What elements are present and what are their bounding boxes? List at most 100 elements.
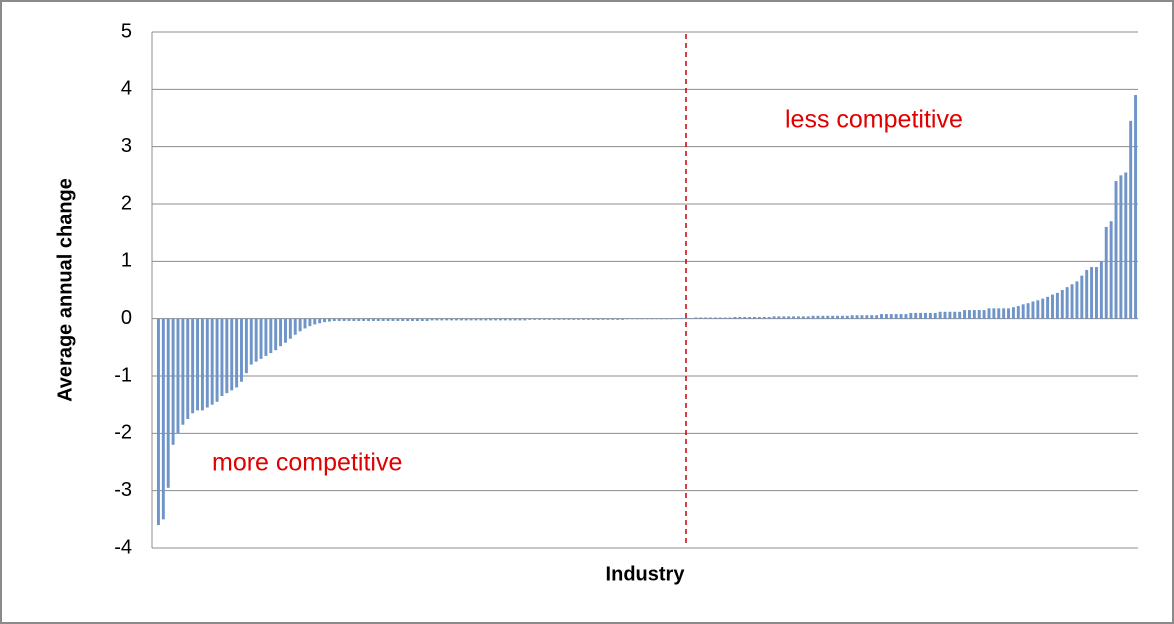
y-tick-label: -1 <box>114 364 132 386</box>
bar <box>1075 281 1079 319</box>
bar <box>562 318 566 320</box>
bar <box>259 318 263 359</box>
bar <box>1041 298 1045 319</box>
bar <box>596 318 600 320</box>
bar <box>1134 95 1138 319</box>
bar <box>894 314 898 319</box>
bar <box>440 318 444 321</box>
bar <box>1007 308 1010 319</box>
bar <box>332 318 336 321</box>
bar <box>992 308 996 319</box>
bar <box>367 318 370 321</box>
bar <box>777 316 781 319</box>
bar <box>391 318 395 321</box>
bar <box>567 318 571 320</box>
bar <box>865 315 869 319</box>
bar <box>845 315 849 319</box>
y-tick-label: -4 <box>114 536 132 558</box>
bar <box>972 310 976 319</box>
bar <box>806 316 810 319</box>
bar <box>591 318 595 320</box>
bar <box>762 316 766 319</box>
bar <box>552 318 556 320</box>
bar <box>948 311 952 319</box>
bar <box>323 318 327 323</box>
bar <box>855 315 859 319</box>
x-axis-label: Industry <box>606 563 686 585</box>
bar <box>1124 172 1128 319</box>
bar <box>254 318 258 362</box>
bar <box>1065 287 1069 319</box>
bar <box>181 318 185 425</box>
bar <box>709 317 712 319</box>
bar <box>274 318 278 351</box>
bar <box>757 316 761 319</box>
bar <box>904 314 908 319</box>
bar <box>464 318 468 321</box>
bar <box>792 316 796 319</box>
bar <box>420 318 424 321</box>
bar <box>748 316 752 319</box>
bar <box>279 318 283 347</box>
bar <box>924 312 927 319</box>
bar <box>953 311 957 319</box>
y-tick-label: 0 <box>121 307 132 329</box>
bar <box>538 318 541 320</box>
bar <box>264 318 268 356</box>
bar <box>298 318 302 332</box>
bar <box>943 311 947 319</box>
bar <box>1060 290 1064 319</box>
bar <box>225 318 229 394</box>
bar <box>161 318 165 520</box>
bar <box>176 318 180 434</box>
bar <box>196 318 199 411</box>
bar <box>967 310 971 319</box>
bar <box>743 316 747 319</box>
bar <box>782 316 786 319</box>
bar <box>831 315 835 319</box>
bar <box>821 315 825 319</box>
bar <box>669 318 673 320</box>
bar <box>704 317 708 319</box>
y-tick-label: 4 <box>121 78 132 100</box>
bar <box>958 311 962 319</box>
bar <box>572 318 576 320</box>
bar <box>1051 294 1054 319</box>
bar <box>518 318 522 321</box>
bar <box>528 318 532 320</box>
bar <box>244 318 248 374</box>
bar <box>787 316 791 319</box>
bar <box>767 316 771 319</box>
bar <box>411 318 414 321</box>
bar <box>342 318 346 321</box>
bar <box>205 318 209 408</box>
bar <box>679 318 683 319</box>
bar <box>689 318 693 319</box>
bar <box>601 318 605 320</box>
bar <box>1080 275 1084 319</box>
y-tick-label: 5 <box>121 20 132 42</box>
bar <box>474 318 478 321</box>
bar <box>684 318 688 319</box>
bar <box>870 315 874 319</box>
bar <box>215 318 219 402</box>
bar <box>796 316 800 319</box>
bar <box>156 318 160 526</box>
bar <box>836 315 840 319</box>
bar <box>288 318 292 339</box>
bar <box>650 318 654 320</box>
bar <box>166 318 170 488</box>
bar <box>230 318 234 391</box>
bar <box>611 318 615 320</box>
bar <box>889 314 893 319</box>
bar <box>660 318 664 320</box>
bar <box>694 317 698 319</box>
bar <box>826 315 830 319</box>
bar <box>1016 306 1020 319</box>
bar <box>401 318 405 321</box>
bar <box>513 318 517 321</box>
bar <box>318 318 322 324</box>
bar <box>376 318 380 321</box>
bar <box>308 318 312 327</box>
bar <box>606 318 610 320</box>
